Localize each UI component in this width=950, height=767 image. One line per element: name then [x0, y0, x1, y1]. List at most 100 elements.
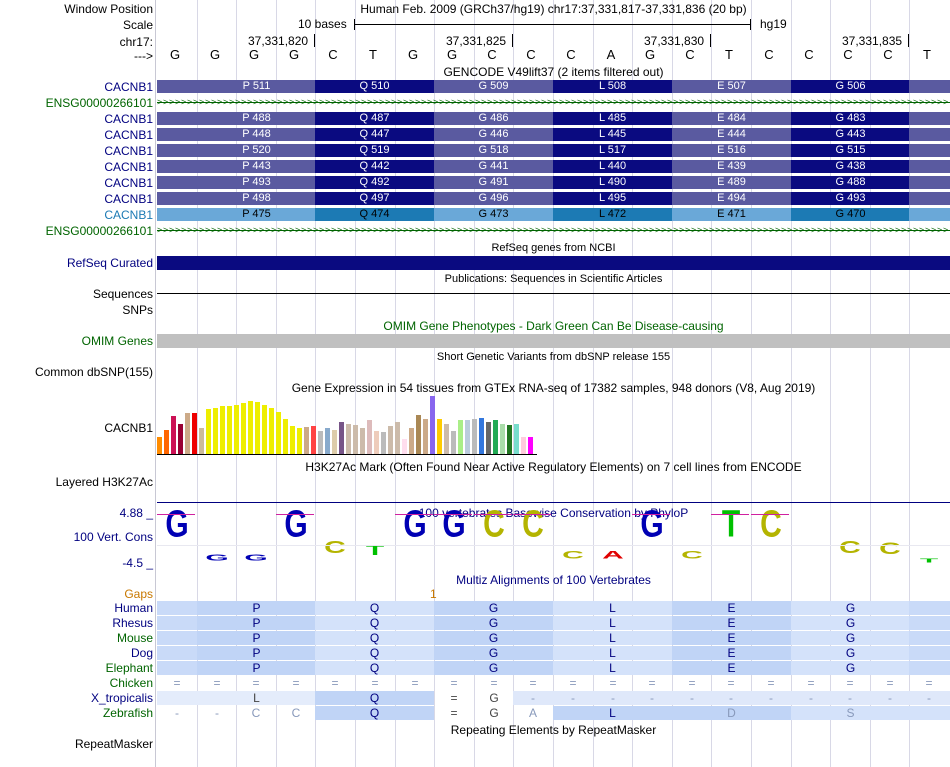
gencode-row[interactable]: P 443 Q 442 G 441 L 440 E 439 G 438: [157, 160, 950, 173]
cons-title[interactable]: 100 vertebrates Basewise Conservation by…: [418, 506, 689, 520]
codon-cell[interactable]: G 483: [791, 112, 910, 125]
gtex-bar[interactable]: [283, 419, 288, 454]
gtex-bar[interactable]: [493, 420, 498, 454]
species-row[interactable]: LQ=G------------: [157, 691, 950, 705]
gtex-bar[interactable]: [318, 431, 323, 454]
gencode-row-label[interactable]: CACNB1: [104, 80, 153, 94]
species-row[interactable]: - - C C Q = G A L D S: [157, 706, 950, 720]
gtex-bar[interactable]: [304, 427, 309, 454]
refseq-bar[interactable]: [157, 256, 950, 270]
codon-cell[interactable]: Q 474: [315, 208, 434, 221]
refseq-title[interactable]: RefSeq genes from NCBI: [491, 242, 616, 254]
gtex-bar[interactable]: [227, 406, 232, 454]
gtex-bar[interactable]: [220, 406, 225, 454]
species-label[interactable]: Human: [114, 601, 153, 615]
repeat-label[interactable]: RepeatMasker: [74, 737, 153, 751]
gtex-bar[interactable]: [192, 413, 197, 454]
gencode-row[interactable]: P 493 Q 492 G 491 L 490 E 489 G 488: [157, 176, 950, 189]
gtex-bar[interactable]: [367, 420, 372, 454]
codon-cell[interactable]: G 443: [791, 128, 910, 141]
gencode-row-label[interactable]: CACNB1: [104, 208, 153, 222]
dbsnp-label[interactable]: Common dbSNP(155): [34, 365, 153, 379]
codon-cell[interactable]: Q 492: [315, 176, 434, 189]
codon-cell[interactable]: E 494: [672, 192, 791, 205]
codon-cell[interactable]: L 472: [553, 208, 672, 221]
gtex-bar[interactable]: [458, 420, 463, 454]
codon-cell[interactable]: G 491: [434, 176, 553, 189]
gaps-label[interactable]: Gaps: [124, 587, 153, 601]
gtex-bar[interactable]: [437, 419, 442, 454]
gtex-bar[interactable]: [332, 430, 337, 454]
species-row[interactable]: = = = = = = = = = = = = = = = = = = = =: [157, 676, 950, 690]
gtex-bar[interactable]: [500, 424, 505, 454]
codon-cell[interactable]: Q 519: [315, 144, 434, 157]
gencode-row-label[interactable]: CACNB1: [104, 128, 153, 142]
gtex-bar[interactable]: [416, 415, 421, 454]
codon-cell[interactable]: G 506: [791, 80, 910, 93]
gtex-bar[interactable]: [255, 402, 260, 454]
gtex-bar[interactable]: [339, 422, 344, 454]
codon-cell[interactable]: L 495: [553, 192, 672, 205]
codon-cell[interactable]: Q 442: [315, 160, 434, 173]
species-label[interactable]: Elephant: [105, 661, 153, 675]
gencode-row[interactable]: > > > > > > > > > > > > > > > > > > > > > > > > > > > > > > > > > > > > > > > >…: [157, 224, 950, 237]
codon-cell[interactable]: P 475: [197, 208, 316, 221]
gencode-row[interactable]: P 488 Q 487 G 486 L 485 E 484 G 483: [157, 112, 950, 125]
codon-cell[interactable]: P 488: [197, 112, 316, 125]
gencode-row[interactable]: P 498 Q 497 G 496 L 495 E 494 G 493: [157, 192, 950, 205]
gtex-bar[interactable]: [206, 409, 211, 454]
gencode-row-label[interactable]: ENSG00000266101: [45, 224, 153, 238]
omim-title[interactable]: OMIM Gene Phenotypes - Dark Green Can Be…: [383, 319, 724, 333]
gtex-bar[interactable]: [213, 408, 218, 454]
gtex-bar[interactable]: [514, 424, 519, 454]
gtex-bar[interactable]: [374, 431, 379, 454]
gtex-bar[interactable]: [395, 422, 400, 454]
gtex-bar[interactable]: [241, 403, 246, 454]
codon-cell[interactable]: E 484: [672, 112, 791, 125]
h3k27ac-title[interactable]: H3K27Ac Mark (Often Found Near Active Re…: [305, 460, 802, 474]
species-label[interactable]: Zebrafish: [102, 706, 153, 720]
gtex-bar[interactable]: [381, 432, 386, 454]
species-label[interactable]: Chicken: [109, 676, 153, 690]
gtex-bar[interactable]: [486, 422, 491, 454]
gencode-title[interactable]: GENCODE V49lift37 (2 items filtered out): [443, 65, 664, 79]
codon-cell[interactable]: G 515: [791, 144, 910, 157]
gtex-bar[interactable]: [164, 430, 169, 454]
codon-cell[interactable]: L 445: [553, 128, 672, 141]
gtex-bar[interactable]: [402, 439, 407, 454]
gtex-bar[interactable]: [290, 426, 295, 454]
gencode-row-label[interactable]: CACNB1: [104, 176, 153, 190]
gtex-bar[interactable]: [360, 428, 365, 454]
gtex-bar[interactable]: [528, 437, 533, 454]
codon-cell[interactable]: E 516: [672, 144, 791, 157]
h3k27ac-label[interactable]: Layered H3K27Ac: [55, 475, 153, 489]
pubs-label-snps[interactable]: SNPs: [122, 303, 153, 317]
gencode-row-label[interactable]: CACNB1: [104, 112, 153, 126]
repeat-title[interactable]: Repeating Elements by RepeatMasker: [450, 723, 657, 737]
gtex-bar[interactable]: [276, 412, 281, 454]
gtex-bar[interactable]: [472, 419, 477, 454]
codon-cell[interactable]: G 496: [434, 192, 553, 205]
gtex-bar[interactable]: [185, 413, 190, 454]
codon-cell[interactable]: G 446: [434, 128, 553, 141]
gencode-row[interactable]: > > > > > > > > > > > > > > > > > > > > > > > > > > > > > > > > > > > > > > > >…: [157, 96, 950, 109]
gtex-bar[interactable]: [311, 426, 316, 454]
gencode-row[interactable]: P 520 Q 519 G 518 L 517 E 516 G 515: [157, 144, 950, 157]
gtex-bar[interactable]: [248, 401, 253, 454]
gtex-bar[interactable]: [346, 424, 351, 454]
gencode-row-label[interactable]: ENSG00000266101: [45, 96, 153, 110]
codon-cell[interactable]: G 488: [791, 176, 910, 189]
codon-cell[interactable]: G 441: [434, 160, 553, 173]
refseq-label[interactable]: RefSeq Curated: [66, 256, 153, 270]
codon-cell[interactable]: P 493: [197, 176, 316, 189]
gencode-row[interactable]: P 511 Q 510 G 509 L 508 E 507 G 506: [157, 80, 950, 93]
gtex-bar[interactable]: [178, 424, 183, 454]
gencode-row-label[interactable]: CACNB1: [104, 160, 153, 174]
codon-cell[interactable]: G 509: [434, 80, 553, 93]
codon-cell[interactable]: Q 497: [315, 192, 434, 205]
codon-cell[interactable]: P 448: [197, 128, 316, 141]
gencode-row-label[interactable]: CACNB1: [104, 144, 153, 158]
codon-cell[interactable]: G 470: [791, 208, 910, 221]
